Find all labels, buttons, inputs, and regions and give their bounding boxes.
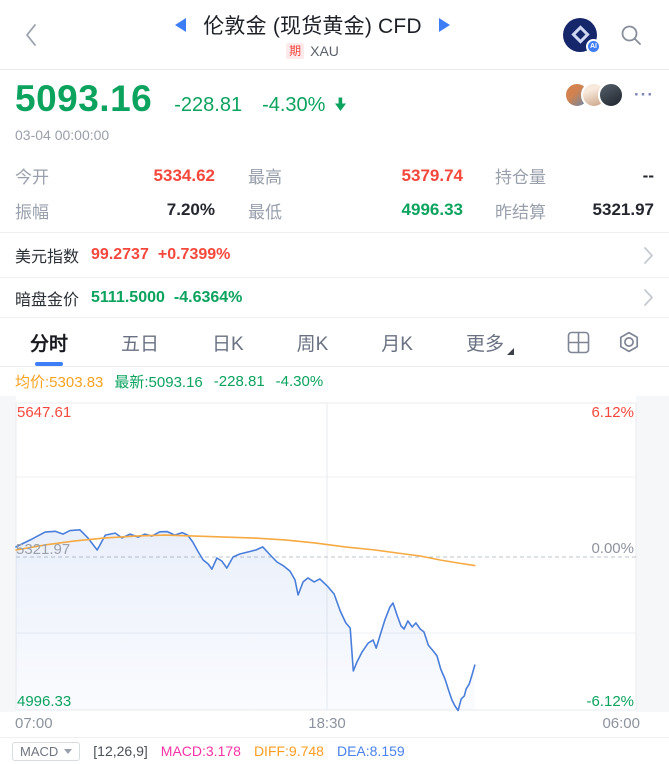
tab-monthly-k[interactable]: 月K xyxy=(381,333,413,355)
back-button[interactable] xyxy=(0,21,62,49)
usd-index-label: 美元指数 xyxy=(15,249,80,266)
macd-value: MACD:3.178 xyxy=(160,743,241,759)
multi-chart-grid-icon[interactable] xyxy=(567,331,590,354)
dark-pool-gold-label: 暗盘金价 xyxy=(15,291,80,309)
stat-label-prev-settle: 昨结算 xyxy=(495,202,546,222)
time-tick-mid: 18:30 xyxy=(308,715,346,732)
stat-label-amplitude: 振幅 xyxy=(15,202,49,222)
time-axis: 07:00 18:30 06:00 xyxy=(0,712,669,737)
price-change-percent: -4.30% xyxy=(262,94,326,116)
stat-label-open: 今开 xyxy=(15,168,49,188)
time-tick-open: 07:00 xyxy=(15,715,53,732)
last-price: 5093.16 xyxy=(15,78,153,119)
chart-period-tabbar: 分时 五日 日K 周K 月K 更多 xyxy=(0,318,669,367)
stat-value-low: 4996.33 xyxy=(401,200,463,220)
y-label-low-percent: -6.12% xyxy=(586,693,634,710)
tab-more[interactable]: 更多 xyxy=(466,329,514,356)
down-arrow-icon xyxy=(335,97,347,111)
dark-pool-gold-value: 5111.5000 xyxy=(91,288,165,306)
stat-label-low: 最低 xyxy=(248,202,282,222)
price-change: -228.81 xyxy=(174,94,243,116)
stat-value-prev-settle: 5321.97 xyxy=(592,200,654,220)
stat-value-open: 5334.62 xyxy=(153,165,215,185)
chevron-right-icon xyxy=(644,246,653,264)
link-row-usd-index[interactable]: 美元指数 99.2737 +0.7399% xyxy=(0,233,669,278)
app-logo-icon xyxy=(570,25,590,44)
search-icon[interactable] xyxy=(619,23,643,47)
price-area-fill xyxy=(16,529,475,711)
more-options-icon[interactable]: ··· xyxy=(634,85,654,104)
stats-grid: 今开 5334.62 最高 5379.74 持仓量 -- 振幅 7.20% 最低… xyxy=(0,148,669,233)
quote-right-actions: ··· xyxy=(564,82,654,108)
legend-change: -228.81 xyxy=(213,373,265,390)
caret-down-icon xyxy=(64,748,73,754)
y-label-high-percent: 6.12% xyxy=(591,404,634,421)
header-actions: AI xyxy=(563,17,669,54)
time-tick-close: 06:00 xyxy=(602,715,640,732)
tab-weekly-k[interactable]: 周K xyxy=(296,333,329,355)
next-instrument-arrow-icon[interactable] xyxy=(438,18,450,32)
quote-timestamp: 03-04 00:00:00 xyxy=(15,127,110,143)
macd-params: [12,26,9] xyxy=(93,743,148,759)
usd-index-percent: +0.7399% xyxy=(157,246,231,263)
tab-more-label: 更多 xyxy=(465,333,504,355)
symbol-code: XAU xyxy=(310,43,339,59)
header-title-block: 伦敦金 (现货黄金) CFD 期 XAU xyxy=(62,10,563,59)
stat-value-amplitude: 7.20% xyxy=(166,200,215,220)
stat-label-open-interest: 持仓量 xyxy=(495,168,546,188)
prev-instrument-arrow-icon[interactable] xyxy=(175,18,187,32)
chevron-right-icon xyxy=(644,289,653,306)
dea-value: DEA:8.159 xyxy=(336,743,405,759)
stat-value-high: 5379.74 xyxy=(401,165,463,185)
macd-indicator-bar: MACD [12,26,9] MACD:3.178 DIFF:9.748 DEA… xyxy=(0,737,669,764)
avatar xyxy=(598,82,625,108)
ai-badge: AI xyxy=(586,38,601,54)
ai-assistant-button[interactable]: AI xyxy=(563,17,601,54)
dark-pool-gold-percent: -4.6364% xyxy=(173,288,243,306)
legend-latest-price: 最新:5093.16 xyxy=(114,374,203,391)
corner-triangle-icon xyxy=(506,347,514,355)
futures-tag: 期 xyxy=(286,43,305,59)
y-label-high-price: 5647.61 xyxy=(17,404,71,421)
diff-value: DIFF:9.748 xyxy=(253,743,324,759)
tab-daily-k[interactable]: 日K xyxy=(211,333,244,355)
average-line-series xyxy=(15,534,476,567)
legend-average-price: 均价:5303.83 xyxy=(15,374,104,391)
chart-legend: 均价:5303.83 最新:5093.16 -228.81 -4.30% xyxy=(0,367,669,396)
header: 伦敦金 (现货黄金) CFD 期 XAU AI xyxy=(0,0,669,70)
y-label-zero-percent: 0.00% xyxy=(591,540,634,557)
minute-chart[interactable]: 5647.61 6.12% 5321.97 0.00% 4996.33 -6.1… xyxy=(0,396,669,712)
indicator-selector[interactable]: MACD xyxy=(12,741,81,761)
tab-minute[interactable]: 分时 xyxy=(30,329,68,356)
stat-value-open-interest: -- xyxy=(642,165,654,185)
y-label-low-price: 4996.33 xyxy=(17,693,71,710)
quote-section: 5093.16 -228.81 -4.30% ··· 03-04 00:00:0… xyxy=(0,70,669,148)
link-row-dark-pool-gold[interactable]: 暗盘金价 5111.5000 -4.6364% xyxy=(0,278,669,318)
indicator-selector-label: MACD xyxy=(20,743,59,759)
chart-settings-gear-icon[interactable] xyxy=(617,330,641,354)
tab-five-day[interactable]: 五日 xyxy=(120,333,159,355)
y-label-prev-settle: 5321.97 xyxy=(16,541,70,558)
stat-label-high: 最高 xyxy=(248,168,282,188)
commentator-avatars[interactable] xyxy=(564,82,625,108)
back-chevron-icon xyxy=(26,23,36,46)
legend-change-percent: -4.30% xyxy=(275,373,324,390)
page-title: 伦敦金 (现货黄金) CFD xyxy=(203,15,422,38)
usd-index-value: 99.2737 xyxy=(91,246,149,263)
